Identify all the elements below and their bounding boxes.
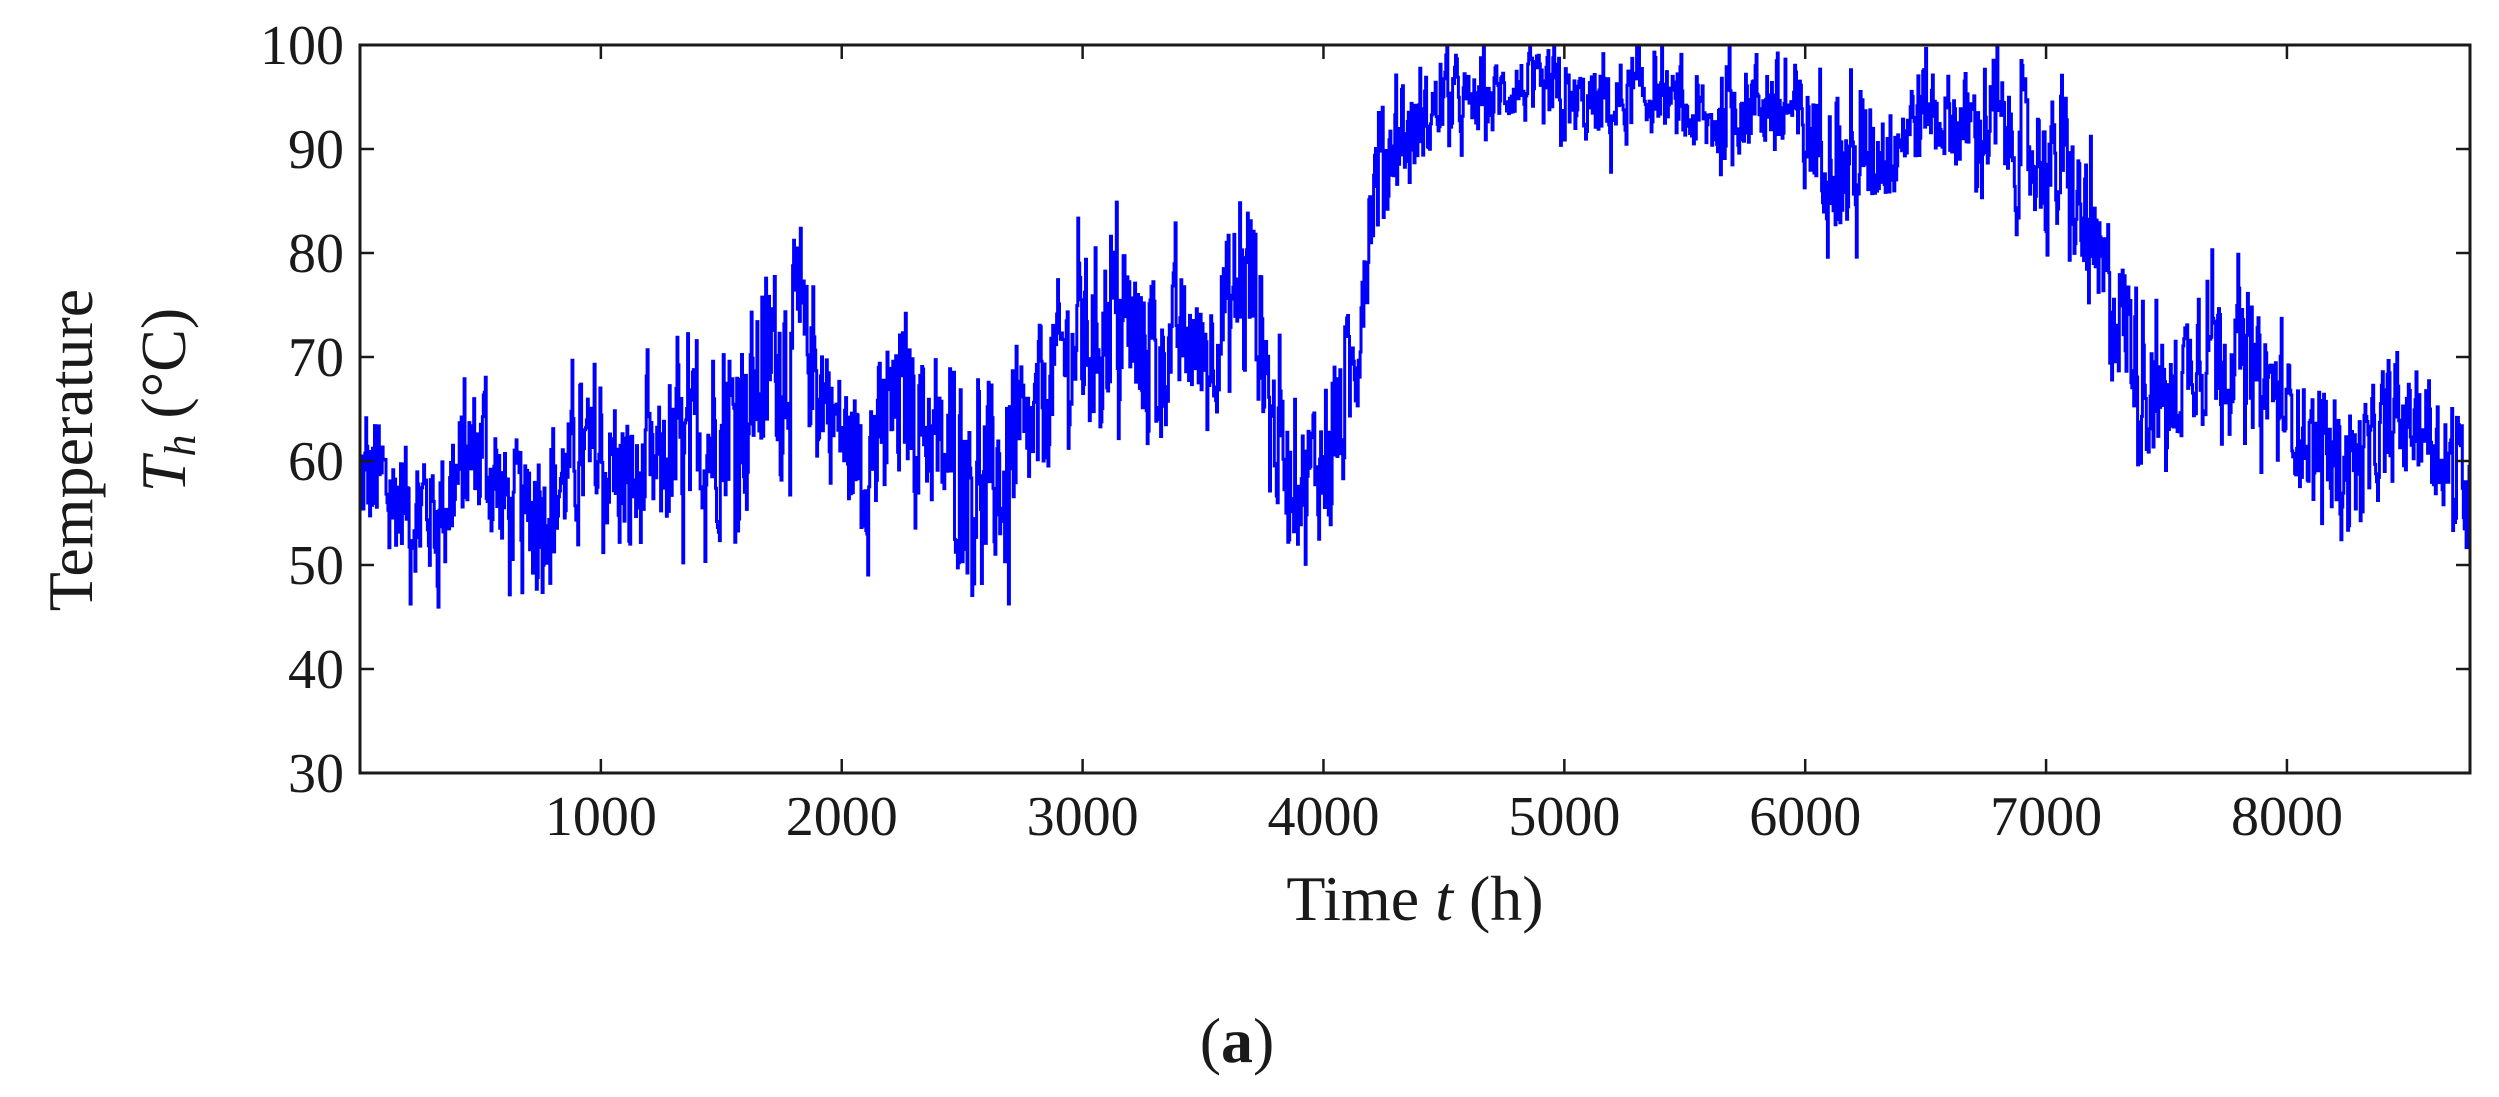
y-tick-label: 70 — [288, 327, 344, 389]
panel-label: (a) — [1200, 1005, 1275, 1076]
plot-frame — [358, 43, 2472, 775]
y-tick-label: 90 — [288, 119, 344, 181]
x-tick-label: 6000 — [1749, 786, 1861, 848]
series-layer — [360, 45, 2470, 609]
y-axis-var-sub: h — [156, 435, 205, 457]
ticks-layer: 1000 2000 3000 4000 5000 6000 7000 8000 30 40 50 60… — [260, 15, 2470, 848]
panel-label-close: ) — [1253, 1005, 1274, 1076]
x-axis-unit: (h) — [1469, 863, 1544, 934]
x-tick-label: 7000 — [1990, 786, 2102, 848]
y-tick-label: 60 — [288, 431, 344, 493]
y-tick-label: 30 — [288, 743, 344, 805]
x-tick-label: 2000 — [786, 786, 898, 848]
x-tick-label: 4000 — [1267, 786, 1379, 848]
x-tick-label: 3000 — [1027, 786, 1139, 848]
y-axis-label-line1: Temperature — [35, 289, 106, 611]
x-axis-var: t — [1435, 863, 1455, 934]
y-tick-label: 80 — [288, 223, 344, 285]
y-axis-label-line2: Th (°C) — [128, 308, 205, 493]
y-tick-label: 40 — [288, 639, 344, 701]
x-axis-gap1 — [1419, 863, 1435, 934]
x-tick-label: 8000 — [2231, 786, 2343, 848]
y-axis-unit: (°C) — [128, 308, 199, 419]
series-line — [360, 45, 2470, 609]
x-axis-label: Time t (h) — [1286, 863, 1543, 934]
y-tick-label: 100 — [260, 15, 344, 77]
x-tick-label: 5000 — [1508, 786, 1620, 848]
y-tick-label: 50 — [288, 535, 344, 597]
y-axis-gap — [128, 419, 199, 435]
x-axis-gap2 — [1453, 863, 1469, 934]
x-tick-label: 1000 — [545, 786, 657, 848]
y-axis-label: Temperature Th (°C) — [35, 289, 205, 611]
panel-label-letter: a — [1221, 1005, 1253, 1076]
plot-area: 1000 2000 3000 4000 5000 6000 7000 8000 30 40 50 60… — [260, 15, 2472, 848]
x-axis-word: Time — [1286, 863, 1419, 934]
y-axis-var: T — [128, 452, 199, 492]
panel-label-open: ( — [1200, 1005, 1221, 1076]
